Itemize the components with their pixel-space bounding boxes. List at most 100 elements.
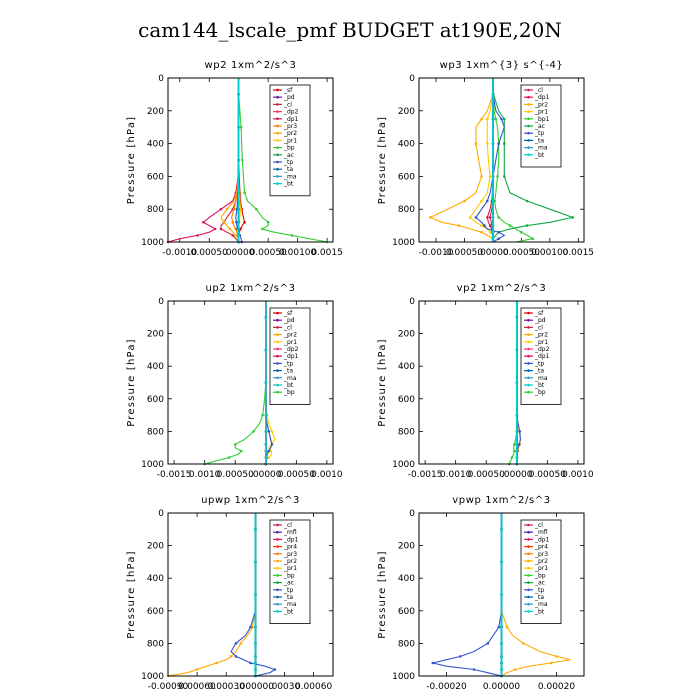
y-tick-label: 1000: [141, 238, 164, 248]
legend-label: _ta: [283, 166, 293, 173]
legend-marker: [276, 124, 279, 128]
series-line-tp: [432, 513, 503, 677]
legend-marker: [527, 318, 530, 322]
plot-frame: [167, 300, 334, 465]
legend-box: [269, 519, 311, 624]
series-marker-pr1: [480, 224, 483, 227]
y-tick-label: 1000: [392, 460, 415, 470]
legend-label: _bt: [534, 608, 545, 615]
legend-marker: [527, 390, 530, 394]
x-tick-label: -0.0010: [419, 248, 454, 258]
series-marker-bt: [254, 655, 257, 658]
legend-label: _bp: [283, 145, 295, 152]
legend-label: _pr2: [283, 130, 297, 137]
y-tick-label: 1000: [392, 672, 415, 682]
y-tick-label: 200: [147, 330, 164, 340]
legend-label: _bt: [283, 181, 294, 188]
legend-label: _mfl: [534, 529, 548, 536]
y-tick-label: 400: [147, 140, 164, 150]
x-tick-label: 0.00060: [179, 682, 216, 692]
series-marker-bt: [237, 234, 240, 237]
series-marker-bt: [264, 413, 268, 417]
series-marker-tp: [235, 207, 239, 211]
series-marker-bt: [515, 381, 519, 384]
legend-label: _cl: [534, 522, 543, 529]
legend-label: _tp: [534, 130, 544, 137]
series-line-dp1: [167, 78, 240, 243]
y-tick-label: 400: [398, 574, 415, 584]
legend-marker: [276, 175, 279, 178]
series-marker-bp1: [497, 216, 501, 219]
panel-title: wp3 1xm^{3} s^{-4}: [440, 60, 564, 71]
legend-label: _pd: [283, 94, 295, 101]
series-marker-bt: [254, 642, 257, 645]
legend: _sf_pd_cl_dp2_dp1_pr3_pr2_pr1_bp_ac_tp_t…: [269, 84, 311, 197]
series-marker-tp: [234, 642, 238, 645]
series-marker-bt: [254, 668, 257, 671]
legend-label: _dp1: [534, 94, 550, 101]
plot-frame: [418, 512, 585, 677]
series-marker-bt: [491, 93, 495, 96]
y-tick-label: 0: [409, 509, 415, 519]
series-marker-pr2: [222, 221, 226, 224]
series-marker-bt: [515, 449, 519, 453]
legend-label: _dp2: [283, 109, 299, 116]
legend-label: _mfl: [283, 529, 297, 536]
series-marker-pr2: [429, 216, 432, 219]
series-marker-pr1: [269, 449, 273, 453]
legend-label: _sf: [534, 310, 544, 317]
legend-marker: [527, 566, 530, 570]
legend-marker: [276, 139, 279, 142]
series-marker-bt: [237, 221, 240, 224]
series-marker-bp1: [520, 230, 523, 234]
series-marker-tp: [472, 668, 476, 671]
y-tick-label: 600: [147, 172, 164, 182]
y-tick-label: 200: [147, 107, 164, 117]
legend-label: _tp: [534, 360, 544, 367]
series-marker-bt: [264, 348, 268, 352]
series-marker-pr2: [474, 142, 478, 145]
legend-label: _pr3: [534, 551, 548, 558]
legend-marker: [527, 523, 530, 527]
series-marker-bt: [500, 642, 503, 645]
legend-box: [520, 519, 562, 624]
legend-marker: [527, 340, 530, 344]
series-marker-pr2: [251, 625, 254, 629]
x-tick-label: 0.00050: [503, 248, 540, 258]
series-marker-bt: [264, 430, 268, 433]
legend-label: _bt: [534, 152, 545, 159]
series-marker-tp: [483, 224, 486, 227]
panel-title: vp2 1xm^2/s^3: [457, 283, 547, 294]
legend-label: _pr2: [534, 332, 548, 339]
legend-marker: [527, 333, 530, 336]
series-marker-bt: [254, 661, 257, 665]
x-tick-label: .00000: [223, 248, 255, 258]
series-marker-tp: [486, 642, 490, 645]
y-tick-label: 0: [409, 297, 415, 307]
legend-label: _pr2: [283, 332, 297, 339]
legend-marker: [527, 131, 530, 135]
x-tick-label: 0.0010: [311, 470, 343, 480]
series-line-pr2: [167, 513, 256, 677]
series-line-tp: [230, 513, 277, 677]
legend-marker: [276, 110, 279, 113]
legend-label: _bp: [534, 572, 546, 579]
legend-marker: [527, 574, 530, 577]
x-tick-label: 0.00030: [208, 682, 245, 692]
legend-label: _cl: [283, 522, 292, 529]
legend-marker: [276, 88, 279, 92]
series-marker-tp: [497, 625, 501, 629]
series-marker-bp: [243, 191, 246, 195]
series-marker-bt: [515, 430, 519, 433]
series-marker-bt: [515, 413, 519, 417]
legend: _cl_mfl_dp1_pr4_pr3_pr2_pr1_bp_ac_tp_ta_…: [269, 519, 311, 624]
x-tick-label: -0.0015: [408, 470, 443, 480]
series-marker-bt: [500, 625, 503, 629]
y-tick-label: 1000: [141, 672, 164, 682]
y-tick-label: 400: [398, 362, 415, 372]
panel-title: wp2 1xm^2/s^3: [205, 60, 297, 71]
series-marker-pr2: [225, 207, 229, 211]
legend-label: _pr1: [283, 565, 297, 572]
legend-label: _ac: [283, 580, 294, 587]
